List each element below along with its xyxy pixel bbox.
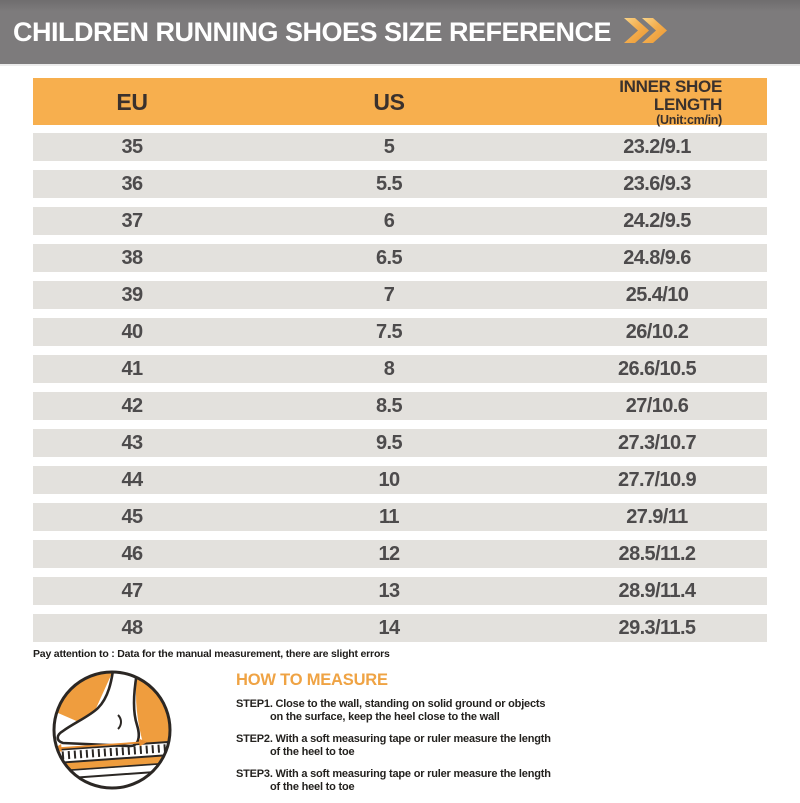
table-cell: 28.5/11.2: [618, 542, 697, 565]
table-cell: 5: [383, 135, 395, 158]
table-cell: 42: [121, 394, 143, 417]
table-row: 40 7.5 26/10.2: [33, 318, 767, 346]
table-row: 39 7 25.4/10: [33, 281, 767, 309]
table-cell: 39: [121, 283, 143, 306]
table-cell: 7.5: [375, 320, 403, 343]
size-table-header: EU US INNER SHOE LENGTH (Unit:cm/in): [33, 78, 767, 127]
table-cell: 27.7/10.9: [617, 468, 697, 491]
page-title: CHILDREN RUNNING SHOES SIZE REFERENCE: [13, 16, 612, 47]
column-header-unit-note: (Unit:cm/in): [656, 112, 722, 127]
table-cell: 28.9/11.4: [618, 579, 697, 602]
table-cell: 44: [121, 468, 143, 491]
double-chevron-right-icon: [623, 17, 669, 49]
table-row: 35 5 23.2/9.1: [33, 133, 767, 161]
table-cell: 26.6/10.5: [617, 357, 697, 380]
table-cell: 48: [121, 616, 143, 639]
table-row: 37 6 24.2/9.5: [33, 207, 767, 235]
size-table-body: 35 5 23.2/9.1 36 5.5 23.6/9.3 37 6 24.2/9.5 38 6.5…: [33, 133, 767, 642]
table-cell: 27.9/11: [626, 505, 688, 528]
measure-step: STEP2. With a soft measuring tape or rul…: [236, 733, 551, 758]
title-bar: CHILDREN RUNNING SHOES SIZE REFERENCE: [0, 0, 800, 66]
table-cell: 37: [121, 209, 143, 232]
table-row: 38 6.5 24.8/9.6: [33, 244, 767, 272]
foot-ruler-icon: [52, 670, 172, 790]
table-row: 48 14 29.3/11.5: [33, 614, 767, 642]
table-cell: 29.3/11.5: [618, 616, 697, 639]
table-cell: 45: [121, 505, 143, 528]
measure-step: STEP1. Close to the wall, standing on so…: [236, 698, 546, 723]
table-cell: 13: [378, 579, 400, 602]
table-cell: 27.3/10.7: [617, 431, 697, 454]
size-table: EU US INNER SHOE LENGTH (Unit:cm/in) 35 5…: [33, 78, 767, 642]
column-header-inner-length-label: INNER SHOE LENGTH: [619, 77, 722, 114]
table-row: 45 11 27.9/11: [33, 503, 767, 531]
table-cell: 6.5: [375, 246, 403, 269]
table-cell: 40: [121, 320, 143, 343]
table-cell: 8: [383, 357, 395, 380]
table-row: 41 8 26.6/10.5: [33, 355, 767, 383]
table-cell: 27/10.6: [625, 394, 689, 417]
measure-step: STEP3. With a soft measuring tape or rul…: [236, 768, 551, 793]
table-cell: 7: [383, 283, 395, 306]
table-cell: 25.4/10: [625, 283, 689, 306]
table-cell: 8.5: [375, 394, 403, 417]
table-cell: 10: [378, 468, 400, 491]
table-cell: 9.5: [375, 431, 403, 454]
table-cell: 5.5: [375, 172, 403, 195]
measurement-note: Pay attention to : Data for the manual m…: [33, 648, 390, 660]
table-cell: 12: [378, 542, 400, 565]
table-row: 42 8.5 27/10.6: [33, 392, 767, 420]
table-row: 46 12 28.5/11.2: [33, 540, 767, 568]
table-row: 44 10 27.7/10.9: [33, 466, 767, 494]
table-row: 36 5.5 23.6/9.3: [33, 170, 767, 198]
column-header-us: US: [373, 88, 405, 115]
table-cell: 47: [121, 579, 143, 602]
table-cell: 41: [121, 357, 143, 380]
table-row: 47 13 28.9/11.4: [33, 577, 767, 605]
table-row: 43 9.5 27.3/10.7: [33, 429, 767, 457]
table-cell: 38: [121, 246, 143, 269]
how-to-measure-section: HOW TO MEASURE STEP1. Close to the wall,…: [236, 671, 558, 803]
how-to-measure-title: HOW TO MEASURE: [236, 671, 388, 689]
column-header-eu: EU: [116, 88, 148, 115]
table-cell: 26/10.2: [625, 320, 689, 343]
table-cell: 24.8/9.6: [623, 246, 691, 269]
table-cell: 14: [378, 616, 400, 639]
table-cell: 35: [121, 135, 143, 158]
how-to-measure-steps: STEP1. Close to the wall, standing on so…: [236, 698, 558, 794]
table-cell: 6: [383, 209, 395, 232]
table-cell: 23.2/9.1: [623, 135, 691, 158]
foot-measuring-illustration: [50, 668, 174, 797]
table-cell: 23.6/9.3: [623, 172, 691, 195]
table-cell: 24.2/9.5: [623, 209, 691, 232]
table-cell: 46: [121, 542, 143, 565]
column-header-inner-length: INNER SHOE LENGTH (Unit:cm/in): [547, 78, 767, 127]
table-cell: 11: [379, 505, 400, 528]
table-cell: 43: [121, 431, 143, 454]
table-cell: 36: [121, 172, 143, 195]
